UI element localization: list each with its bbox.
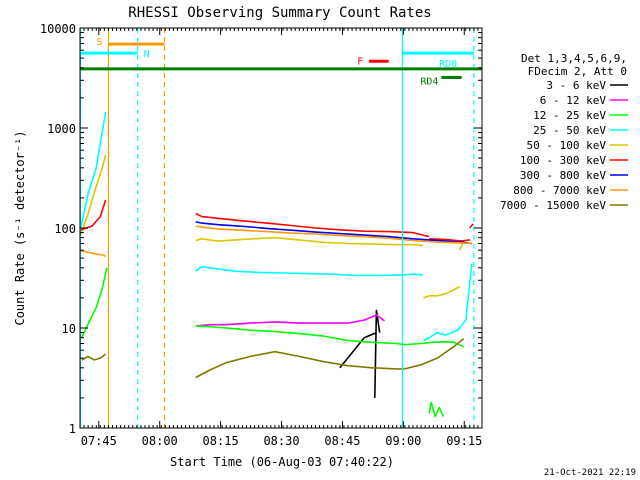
series-7000-15000-kev [81,338,465,379]
series-12-25-kev [80,267,465,418]
x-tick-label-09-15: 09:15 [446,434,482,448]
legend-label-100-300-kev: 100 - 300 keV [520,154,606,167]
x-tick-label-08-00: 08:00 [142,434,178,448]
series-line-6-12-kev-0 [195,314,385,327]
series-line-7000-15000-kev-0 [81,353,107,361]
y-tick-label-10000: 10000 [40,22,76,36]
flag-label-rd4: RD4 [420,76,438,87]
series-100-300-kev [79,199,474,242]
x-tick-label-08-45: 08:45 [324,434,360,448]
series-line-12-25-kev-2 [404,340,465,348]
data-layer [79,111,474,418]
series-line-300-800-kev-0 [195,221,472,245]
series-6-12-kev [195,314,385,327]
render-timestamp: 21-Oct-2021 22:19 [544,468,636,478]
series-line-100-300-kev-1 [195,212,430,238]
legend: Det 1,3,4,5,6,9,FDecim 2, Att 03 - 6 keV… [500,52,628,212]
series-800-7000-kev [79,225,472,258]
legend-label-12-25-kev: 12 - 25 keV [533,109,606,122]
legend-label-50-100-kev: 50 - 100 keV [527,139,607,152]
series-line-50-100-kev-2 [423,285,461,299]
legend-label-800-7000-kev: 800 - 7000 keV [513,184,606,197]
series-line-25-50-kev-2 [423,263,473,342]
legend-header-0: Det 1,3,4,5,6,9, [521,52,627,65]
flag-label-f: F [357,56,363,67]
x-tick-label-08-30: 08:30 [263,434,299,448]
axis-ticks: 07:45 08:00 08:15 08:30 08:45 09:00 09:15 1 10 10… [40,22,483,448]
series-line-12-25-kev-3 [428,401,445,418]
x-axis-label: Start Time (06-Aug-03 07:40:22) [170,455,394,469]
series-line-100-300-kev-2 [429,238,470,242]
legend-label-6-12-kev: 6 - 12 keV [540,94,607,107]
legend-header-1: FDecim 2, Att 0 [528,65,627,78]
y-tick-label-1: 1 [69,422,76,436]
series-line-50-100-kev-0 [80,154,107,236]
series-line-50-100-kev-1 [195,236,424,247]
y-tick-label-1000: 1000 [47,122,76,136]
x-tick-label-07-45: 07:45 [81,434,117,448]
series-line-3-6-kev-0 [339,331,377,369]
series-line-800-7000-kev-0 [79,249,106,258]
series-line-7000-15000-kev-1 [195,350,405,379]
series-line-100-300-kev-3 [469,223,474,229]
series-line-12-25-kev-1 [195,325,405,346]
legend-label-7000-15000-kev: 7000 - 15000 keV [500,199,606,212]
chart-title: RHESSI Observing Summary Count Rates [128,5,431,21]
flag-label-s: S [96,37,102,48]
series-line-25-50-kev-0 [80,111,107,229]
y-axis-label: Count Rate (s⁻¹ detector⁻¹) [13,130,27,325]
y-tick-label-10: 10 [62,322,76,336]
legend-label-3-6-kev: 3 - 6 keV [546,79,606,92]
x-tick-label-08-15: 08:15 [203,434,239,448]
series-line-800-7000-kev-1 [195,225,472,245]
series-line-100-300-kev-0 [79,199,107,231]
legend-label-25-50-kev: 25 - 50 keV [533,124,606,137]
series-line-12-25-kev-0 [80,267,108,339]
flag-label-rd0: RD0 [439,59,457,70]
y-tick-label-100: 100 [54,222,76,236]
series-line-7000-15000-kev-2 [404,338,465,370]
legend-label-300-800-kev: 300 - 800 keV [520,169,606,182]
flag-label-n: N [144,49,150,60]
series-300-800-kev [195,221,472,245]
x-tick-label-09-00: 09:00 [385,434,421,448]
